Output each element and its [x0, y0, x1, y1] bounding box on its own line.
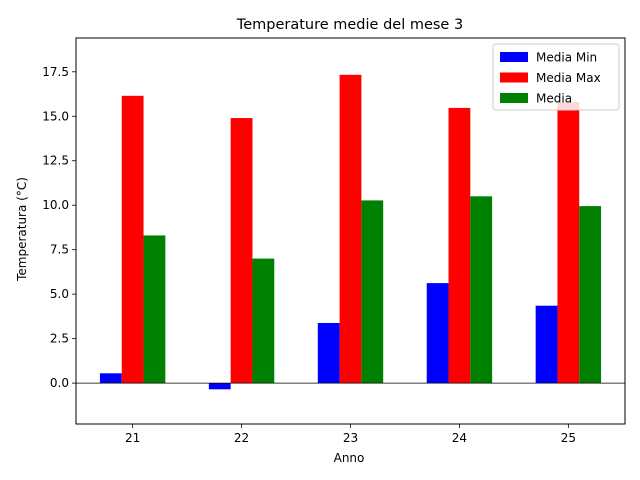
- bar-media-max-24: [448, 107, 471, 384]
- y-tick-label: 12.5: [42, 154, 69, 168]
- bar-media-min-24: [426, 283, 449, 384]
- x-tick-label: 22: [234, 431, 249, 445]
- bar-media-min-21: [99, 373, 122, 384]
- legend-label: Media: [536, 92, 572, 106]
- plot-area: 0.0 2.5 5.0 7.5 10.0 12.5 15.0 17.5 21 22 23 24 25: [42, 37, 626, 445]
- y-tick-label: 15.0: [42, 109, 69, 123]
- y-tick-label: 5.0: [50, 287, 69, 301]
- bar-media-max-22: [230, 118, 253, 384]
- y-tick-label: 2.5: [50, 332, 69, 346]
- bar-media-21: [143, 235, 166, 384]
- bar-media-22: [252, 258, 275, 384]
- x-tick-label: 21: [125, 431, 140, 445]
- bar-media-25: [579, 206, 602, 384]
- bar-media-23: [361, 200, 384, 384]
- x-tick-label: 25: [561, 431, 576, 445]
- legend-swatch: [500, 93, 528, 103]
- x-axis-label: Anno: [334, 451, 365, 465]
- x-tick-label: 24: [452, 431, 467, 445]
- bar-media-max-21: [121, 95, 144, 384]
- chart-title: Temperature medie del mese 3: [236, 17, 463, 33]
- legend: Media Min Media Max Media: [492, 43, 620, 111]
- legend-label: Media Min: [536, 51, 597, 65]
- legend-label: Media Max: [536, 71, 601, 85]
- bar-media-min-23: [317, 322, 340, 384]
- bar-media-min-22: [208, 383, 231, 390]
- legend-swatch: [500, 52, 528, 62]
- y-tick-label: 17.5: [42, 65, 69, 79]
- y-tick-label: 7.5: [50, 243, 69, 257]
- bar-media-24: [470, 196, 493, 384]
- y-tick-label: 0.0: [50, 376, 69, 390]
- y-axis-label: Temperatura (°C): [15, 177, 29, 282]
- bar-media-min-25: [535, 305, 558, 384]
- y-tick-label: 10.0: [42, 198, 69, 212]
- bar-media-max-23: [339, 74, 362, 384]
- bar-media-max-25: [557, 102, 580, 384]
- x-tick-label: 23: [343, 431, 358, 445]
- legend-swatch: [500, 72, 528, 83]
